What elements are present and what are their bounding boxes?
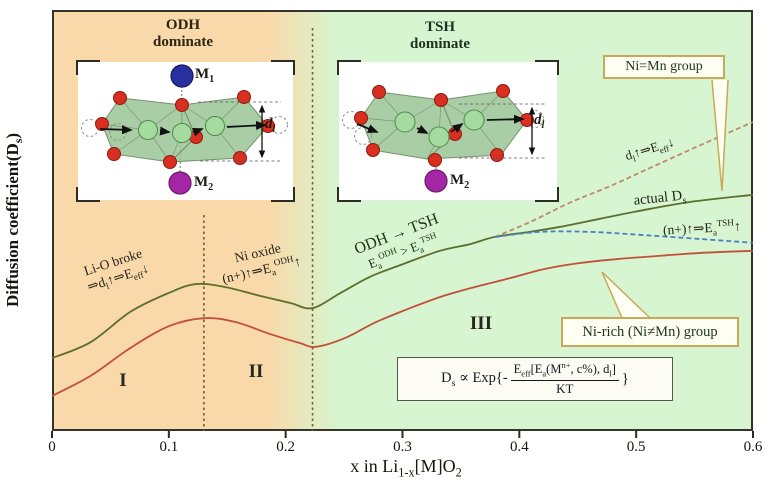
x-tick-label: 0.2 [276, 439, 296, 455]
m2-atom [424, 169, 448, 193]
corner-bracket-icon [337, 187, 361, 202]
tsh-structure-inset [337, 60, 559, 202]
li-ion-atoms [394, 109, 485, 148]
m1-label: M1 [195, 66, 215, 85]
tsh-title-line1: TSH [424, 19, 455, 35]
x-tick-label: 0.1 [159, 439, 179, 455]
m2-label: M2 [194, 174, 214, 193]
x-tick-label: 0.5 [626, 439, 646, 455]
corner-bracket-icon [76, 187, 100, 202]
m2-atom [168, 171, 192, 195]
corner-bracket-icon [271, 187, 295, 202]
tsh-structure-drawing [341, 84, 547, 193]
dl-dimension-arrow [198, 101, 281, 162]
odh-title-line1: ODH [165, 17, 201, 33]
dl-label: dl [534, 112, 545, 131]
x-tick-label: 0 [48, 439, 56, 455]
corner-bracket-icon [535, 60, 559, 75]
zone-label-1: I [119, 370, 127, 391]
m1-atom [170, 64, 194, 88]
formula-fraction: Eeff[Ea(Mn+, c%), dl] KT [510, 361, 619, 397]
dl-dimension-arrow [459, 103, 547, 159]
zone-label-2: II [248, 361, 264, 382]
formula-denominator: KT [556, 381, 574, 397]
oxygen-atoms [95, 90, 275, 169]
li-ion-atoms [138, 116, 225, 143]
odh-structure-drawing [80, 64, 289, 195]
corner-bracket-icon [76, 60, 100, 75]
x-tick-label: 0.3 [393, 439, 412, 455]
tsh-dominate-title: TSH dominate [390, 19, 490, 54]
y-axis-label: Diffusion coefficient(Ds) [2, 133, 26, 307]
odh-title-line2: dominate [153, 34, 213, 51]
m2-label: M2 [450, 172, 470, 191]
migration-arrow-icon [356, 114, 525, 134]
formula-prefix: Ds ∝ Exp{- [441, 369, 508, 389]
ni-mn-group-label: Ni=Mn group [625, 59, 703, 74]
x-axis-label: x in Li1-x[M]O2 [350, 456, 462, 480]
x-tick-label: 0.4 [509, 439, 529, 455]
corner-bracket-icon [271, 60, 295, 75]
zone-label-3: III [469, 313, 493, 334]
ds-formula-box: Ds ∝ Exp{- Eeff[Ea(Mn+, c%), dl] KT } [397, 357, 673, 401]
axis-ticks [51, 431, 754, 438]
corner-bracket-icon [337, 60, 361, 75]
dl-label: dl [265, 116, 276, 135]
migration-arrow-icon [99, 120, 267, 137]
corner-bracket-icon [535, 187, 559, 202]
tsh-title-line2: dominate [410, 36, 470, 53]
formula-numerator: Eeff[Ea(Mn+, c%), dl] [510, 361, 619, 382]
odh-structure-inset [76, 60, 295, 202]
ni-mn-group-callout: Ni=Mn group [603, 55, 725, 79]
odh-dominate-title: ODH dominate [133, 17, 233, 52]
ni-rich-group-label: Ni-rich (Ni≠Mn) group [582, 323, 718, 340]
ni-rich-group-callout: Ni-rich (Ni≠Mn) group [561, 317, 739, 347]
x-tick-label: 0.6 [743, 439, 763, 455]
formula-suffix: } [621, 370, 629, 387]
